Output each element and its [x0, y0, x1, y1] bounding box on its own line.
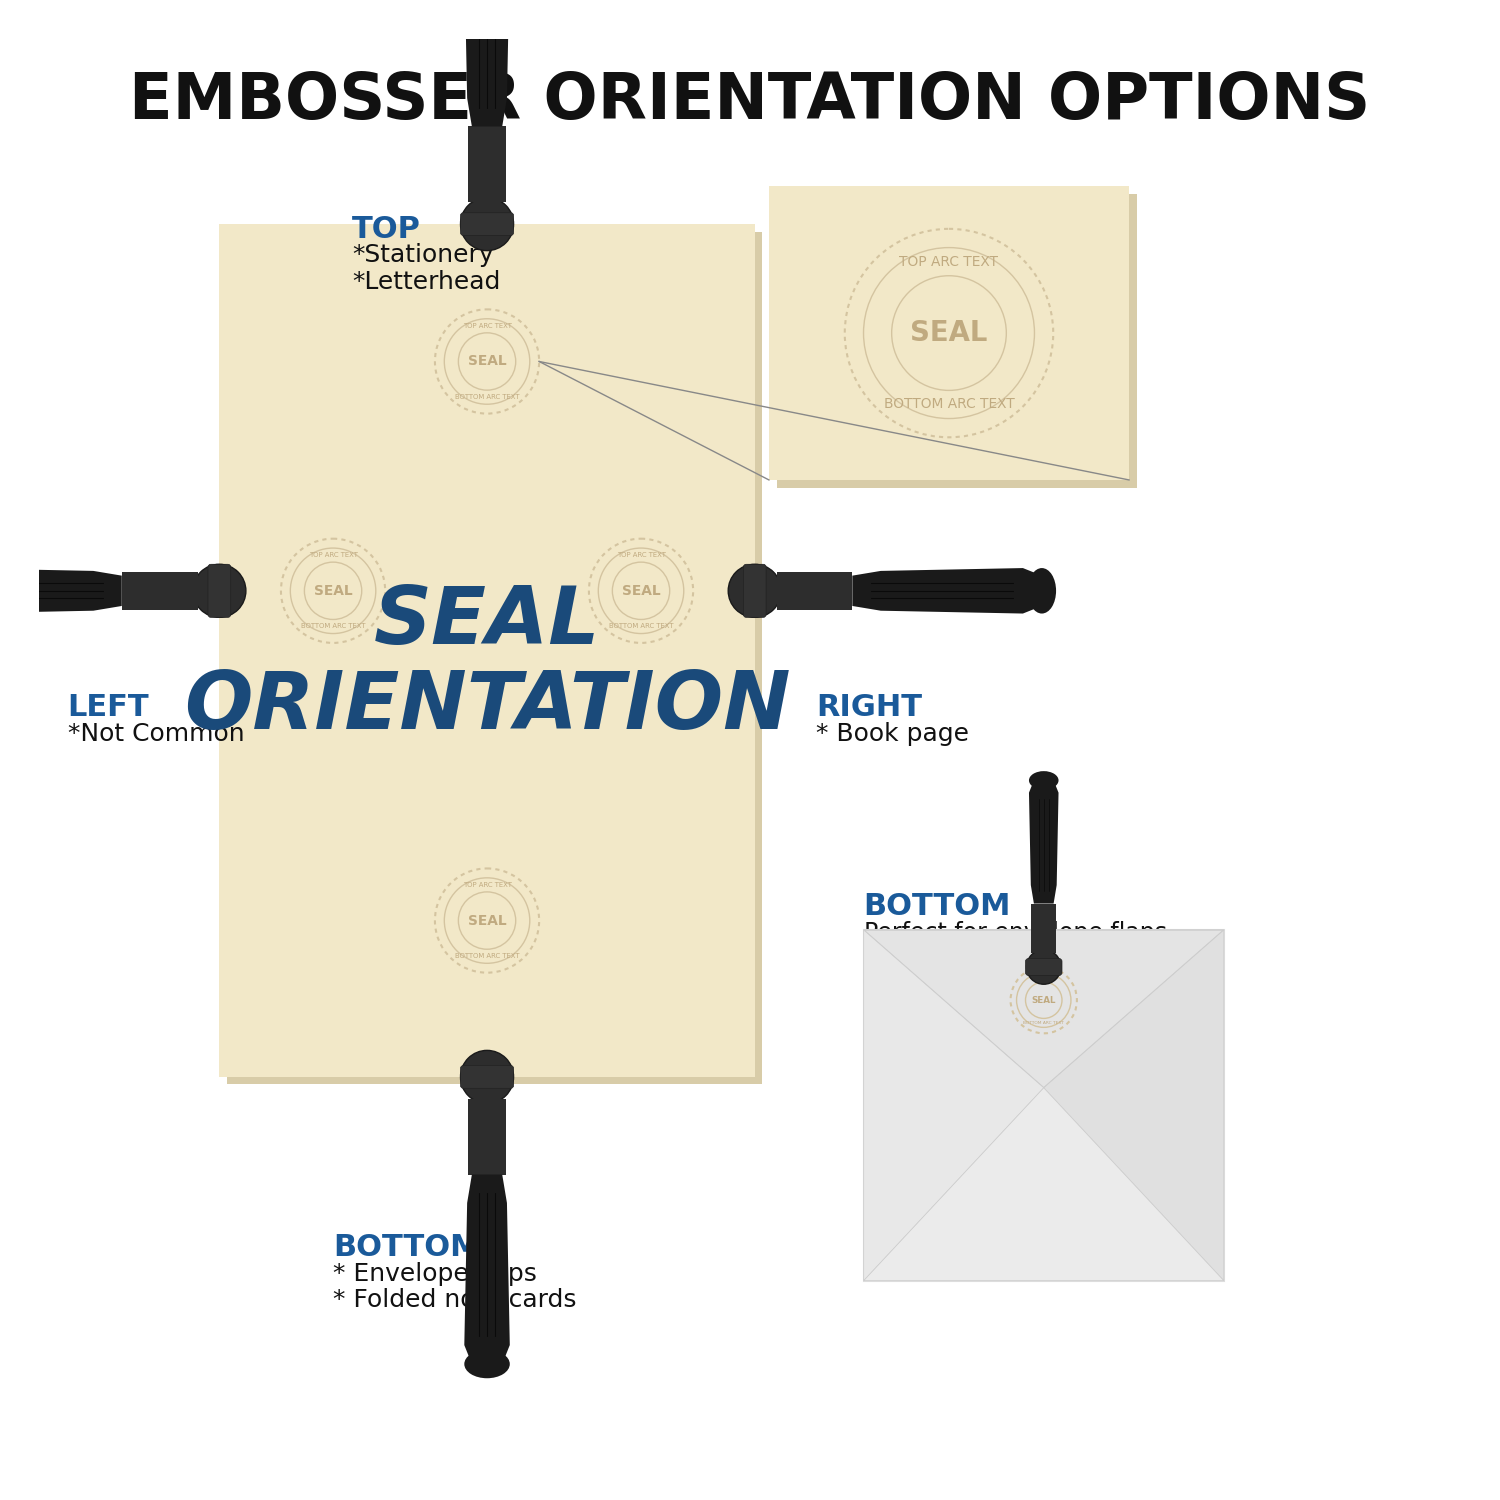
Text: or bottom of page seals: or bottom of page seals	[864, 946, 1144, 970]
Polygon shape	[864, 930, 1224, 1088]
Text: TOP: TOP	[352, 214, 422, 243]
FancyBboxPatch shape	[209, 564, 231, 618]
FancyBboxPatch shape	[226, 231, 762, 1084]
Text: BOTTOM ARC TEXT: BOTTOM ARC TEXT	[454, 952, 519, 958]
Polygon shape	[852, 568, 1042, 614]
Text: BOTTOM ARC TEXT: BOTTOM ARC TEXT	[302, 622, 366, 628]
FancyBboxPatch shape	[460, 213, 513, 236]
Text: TOP ARC TEXT: TOP ARC TEXT	[1029, 975, 1059, 980]
FancyBboxPatch shape	[770, 186, 1130, 480]
Text: BOTTOM ARC TEXT: BOTTOM ARC TEXT	[1023, 1020, 1064, 1025]
Text: SEAL: SEAL	[314, 584, 352, 598]
Text: TOP ARC TEXT: TOP ARC TEXT	[462, 322, 512, 328]
Text: *Stationery: *Stationery	[352, 243, 494, 267]
Ellipse shape	[1029, 771, 1059, 789]
Text: SEAL: SEAL	[468, 914, 507, 927]
Text: SEAL: SEAL	[621, 584, 660, 598]
Polygon shape	[468, 126, 506, 202]
Text: SEAL: SEAL	[1032, 996, 1056, 1005]
Text: LEFT: LEFT	[68, 693, 150, 722]
Circle shape	[460, 1050, 513, 1104]
Text: *Not Common: *Not Common	[68, 722, 244, 746]
Text: EMBOSSER ORIENTATION OPTIONS: EMBOSSER ORIENTATION OPTIONS	[129, 70, 1371, 132]
Text: TOP ARC TEXT: TOP ARC TEXT	[900, 255, 999, 268]
Text: *Letterhead: *Letterhead	[352, 270, 501, 294]
Text: TOP ARC TEXT: TOP ARC TEXT	[616, 552, 666, 558]
Text: TOP ARC TEXT: TOP ARC TEXT	[462, 882, 512, 888]
Polygon shape	[1029, 780, 1059, 903]
Text: SEAL: SEAL	[910, 320, 987, 346]
Polygon shape	[465, 0, 510, 126]
Ellipse shape	[465, 1350, 510, 1378]
Text: BOTTOM ARC TEXT: BOTTOM ARC TEXT	[609, 622, 674, 628]
Polygon shape	[122, 572, 198, 610]
FancyBboxPatch shape	[864, 930, 1224, 1281]
Text: BOTTOM ARC TEXT: BOTTOM ARC TEXT	[884, 398, 1014, 411]
Text: BOTTOM: BOTTOM	[864, 892, 1011, 921]
Circle shape	[460, 198, 513, 250]
FancyBboxPatch shape	[744, 564, 766, 618]
Text: BOTTOM: BOTTOM	[333, 1233, 480, 1263]
FancyBboxPatch shape	[460, 1065, 513, 1089]
Circle shape	[728, 564, 782, 618]
Polygon shape	[0, 568, 122, 614]
Circle shape	[1026, 950, 1060, 984]
Text: ORIENTATION: ORIENTATION	[184, 669, 790, 747]
Text: * Folded note cards: * Folded note cards	[333, 1288, 576, 1312]
Text: TOP ARC TEXT: TOP ARC TEXT	[309, 552, 357, 558]
Polygon shape	[465, 1174, 510, 1364]
Polygon shape	[864, 930, 1044, 1281]
Text: SEAL: SEAL	[374, 584, 600, 662]
FancyBboxPatch shape	[219, 224, 754, 1077]
FancyBboxPatch shape	[777, 194, 1137, 488]
Text: * Book page: * Book page	[816, 722, 969, 746]
Polygon shape	[1032, 903, 1056, 952]
Polygon shape	[1044, 930, 1224, 1281]
Text: * Envelope flaps: * Envelope flaps	[333, 1262, 537, 1286]
Text: BOTTOM ARC TEXT: BOTTOM ARC TEXT	[454, 394, 519, 400]
Text: Perfect for envelope flaps: Perfect for envelope flaps	[864, 921, 1167, 945]
FancyBboxPatch shape	[1026, 958, 1062, 975]
Text: RIGHT: RIGHT	[816, 693, 922, 722]
Ellipse shape	[1028, 568, 1056, 614]
Polygon shape	[864, 1088, 1224, 1281]
Circle shape	[194, 564, 246, 618]
Polygon shape	[468, 1098, 506, 1174]
Polygon shape	[777, 572, 852, 610]
Text: SEAL: SEAL	[468, 354, 507, 369]
